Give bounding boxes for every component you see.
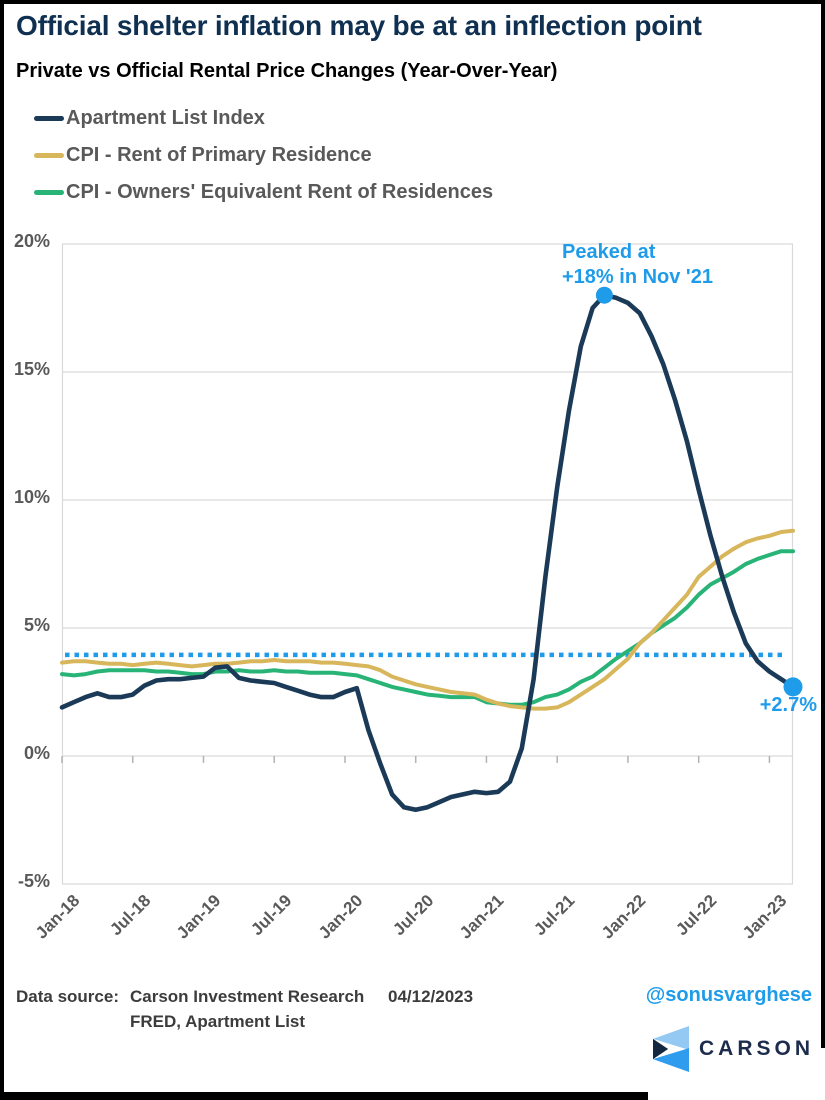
legend-label: CPI - Owners' Equivalent Rent of Residen… <box>66 181 494 203</box>
carson-logo-icon <box>653 1026 689 1072</box>
legend-label: Apartment List Index <box>66 107 265 129</box>
y-axis-label-0%: 0% <box>23 743 50 763</box>
legend-label: CPI - Rent of Primary Residence <box>66 144 372 166</box>
peak-annotation: Peaked at +18% in Nov '21 <box>562 240 713 290</box>
chart-subtitle: Private vs Official Rental Price Changes… <box>16 60 558 82</box>
chart-plot <box>59 243 803 885</box>
carson-logo-text: CARSON <box>699 1037 815 1060</box>
chart-legend: Apartment List Index CPI - Rent of Primar… <box>34 100 493 211</box>
legend-swatch-icon <box>34 153 64 158</box>
legend-swatch-icon <box>34 190 64 195</box>
legend-swatch-icon <box>34 116 64 121</box>
latest-value-annotation: +2.7% <box>759 694 817 716</box>
series-line-1 <box>59 292 796 813</box>
frame-right-border <box>821 0 825 1048</box>
social-handle-link[interactable]: @sonusvarghese <box>645 984 812 1006</box>
data-source-label: Data source: <box>16 987 119 1006</box>
legend-item-1: Apartment List Index <box>34 100 493 137</box>
y-axis-label-5%: 5% <box>23 615 50 635</box>
legend-item-2: CPI - Rent of Primary Residence <box>34 137 493 174</box>
annotation-marker-dot <box>783 677 803 697</box>
legend-item-3: CPI - Owners' Equivalent Rent of Residen… <box>34 174 493 211</box>
carson-logo: CARSON <box>653 1026 814 1072</box>
page-title: Official shelter inflation may be at an … <box>16 10 702 41</box>
series-line-2 <box>60 528 795 711</box>
peak-annotation-line2: +18% in Nov '21 <box>562 266 713 288</box>
data-source-date: 04/12/2023 <box>388 987 474 1006</box>
y-axis-label-15%: 15% <box>13 359 50 379</box>
annotation-marker-dot <box>595 286 613 304</box>
data-source-line1: Carson Investment Research <box>130 987 365 1006</box>
series-line-3 <box>60 549 795 707</box>
y-axis-label--5%: -5% <box>17 871 50 891</box>
y-axis-label-10%: 10% <box>13 487 50 507</box>
y-axis-label-20%: 20% <box>13 231 50 251</box>
peak-annotation-line1: Peaked at <box>562 241 656 263</box>
data-source-line2: FRED, Apartment List <box>130 1012 306 1031</box>
plot-area <box>59 243 803 885</box>
frame-top-border <box>0 0 825 4</box>
frame-left-border <box>0 0 4 1100</box>
frame-bottom-bar <box>0 1092 648 1100</box>
